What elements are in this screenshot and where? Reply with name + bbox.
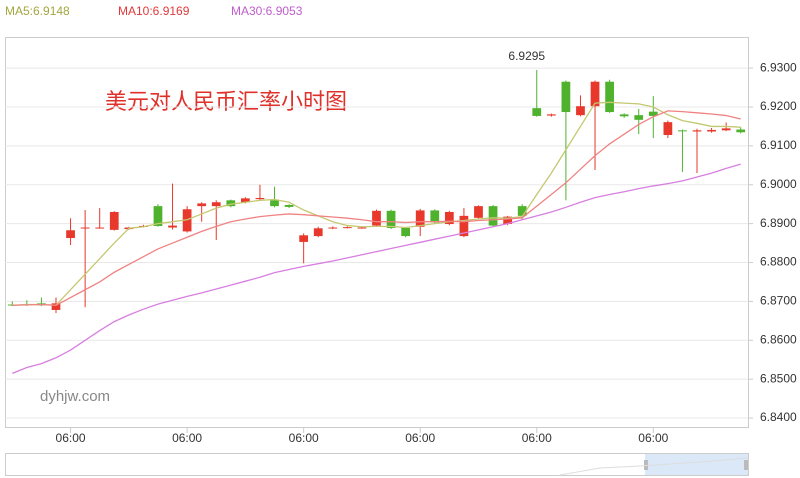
candle-body — [401, 227, 411, 237]
navigator-line — [559, 457, 749, 476]
candle-body — [226, 200, 236, 207]
x-tick-label: 06:00 — [405, 431, 435, 445]
y-tick-label: 6.9200 — [760, 99, 797, 113]
navigator-handle[interactable] — [744, 460, 748, 470]
candle-body — [707, 129, 716, 132]
candle-body — [459, 215, 469, 237]
candle-body — [197, 203, 207, 207]
candle-body — [474, 206, 483, 218]
y-tick-label: 6.9300 — [760, 60, 797, 74]
candle-body — [270, 200, 279, 207]
candle-body — [488, 206, 498, 226]
chart-title: 美元对人民币汇率小时图 — [105, 89, 347, 114]
x-tick-label: 06:00 — [172, 431, 202, 445]
candle-body — [736, 129, 746, 133]
candle-body — [605, 81, 614, 113]
y-tick-label: 6.8900 — [760, 216, 797, 230]
candle-body — [648, 111, 658, 116]
x-tick-label: 06:00 — [289, 431, 319, 445]
candle-body — [168, 225, 177, 228]
candle-body — [619, 114, 629, 117]
candle-body — [430, 210, 440, 223]
candle-body — [342, 227, 352, 229]
y-tick-label: 6.8700 — [760, 294, 797, 308]
y-tick-label: 6.8500 — [760, 371, 797, 385]
candle-body — [299, 235, 309, 242]
max-label: 6.9295 — [508, 49, 545, 63]
candle-body — [66, 230, 75, 239]
candle-body — [328, 227, 338, 229]
candle-body — [634, 115, 644, 120]
ma-line — [12, 163, 741, 374]
candle-body — [357, 227, 367, 229]
candle-body — [95, 227, 105, 229]
candle-body — [255, 197, 265, 200]
candle-body — [576, 106, 585, 116]
candle-body — [721, 128, 731, 131]
candle-body — [415, 210, 425, 227]
legend-entry: MA10:6.9169 — [118, 4, 190, 18]
legend-entry: MA30:6.9053 — [231, 4, 303, 18]
candle-body — [517, 206, 527, 216]
y-tick-label: 6.9000 — [760, 177, 797, 191]
candle-body — [372, 210, 381, 226]
candle-body — [153, 206, 163, 226]
x-tick-label: 06:00 — [638, 431, 668, 445]
y-tick-label: 6.8600 — [760, 332, 797, 346]
x-tick-label: 06:00 — [522, 431, 552, 445]
navigator[interactable] — [5, 453, 749, 476]
y-tick-label: 6.8800 — [760, 255, 797, 269]
plot-frame — [5, 37, 749, 428]
candle-body — [503, 216, 512, 225]
candle-body — [284, 204, 294, 207]
candle-body — [211, 202, 221, 207]
candle-body — [386, 210, 396, 228]
candle-body — [546, 114, 556, 116]
legend-entry: MA5:6.9148 — [5, 4, 70, 18]
candle-body — [80, 227, 90, 229]
watermark: dyhjw.com — [40, 388, 110, 405]
candle-body — [241, 198, 250, 203]
ma-line — [12, 101, 741, 306]
candle-body — [313, 228, 323, 237]
candle-body — [692, 130, 702, 132]
candle-body — [444, 211, 454, 225]
x-tick-label: 06:00 — [56, 431, 86, 445]
candle-body — [561, 81, 571, 113]
navigator-track — [5, 453, 749, 476]
candle-body — [590, 81, 600, 107]
y-tick-label: 6.8400 — [760, 410, 797, 424]
candle-body — [51, 303, 61, 310]
y-tick-label: 6.9100 — [760, 138, 797, 152]
ma-line — [12, 110, 741, 306]
candle-body — [663, 122, 673, 135]
candle-body — [532, 108, 542, 116]
candle-body — [678, 130, 687, 132]
candle-body — [109, 211, 119, 230]
navigator-handle[interactable] — [644, 460, 648, 470]
navigator-window[interactable] — [645, 454, 748, 475]
